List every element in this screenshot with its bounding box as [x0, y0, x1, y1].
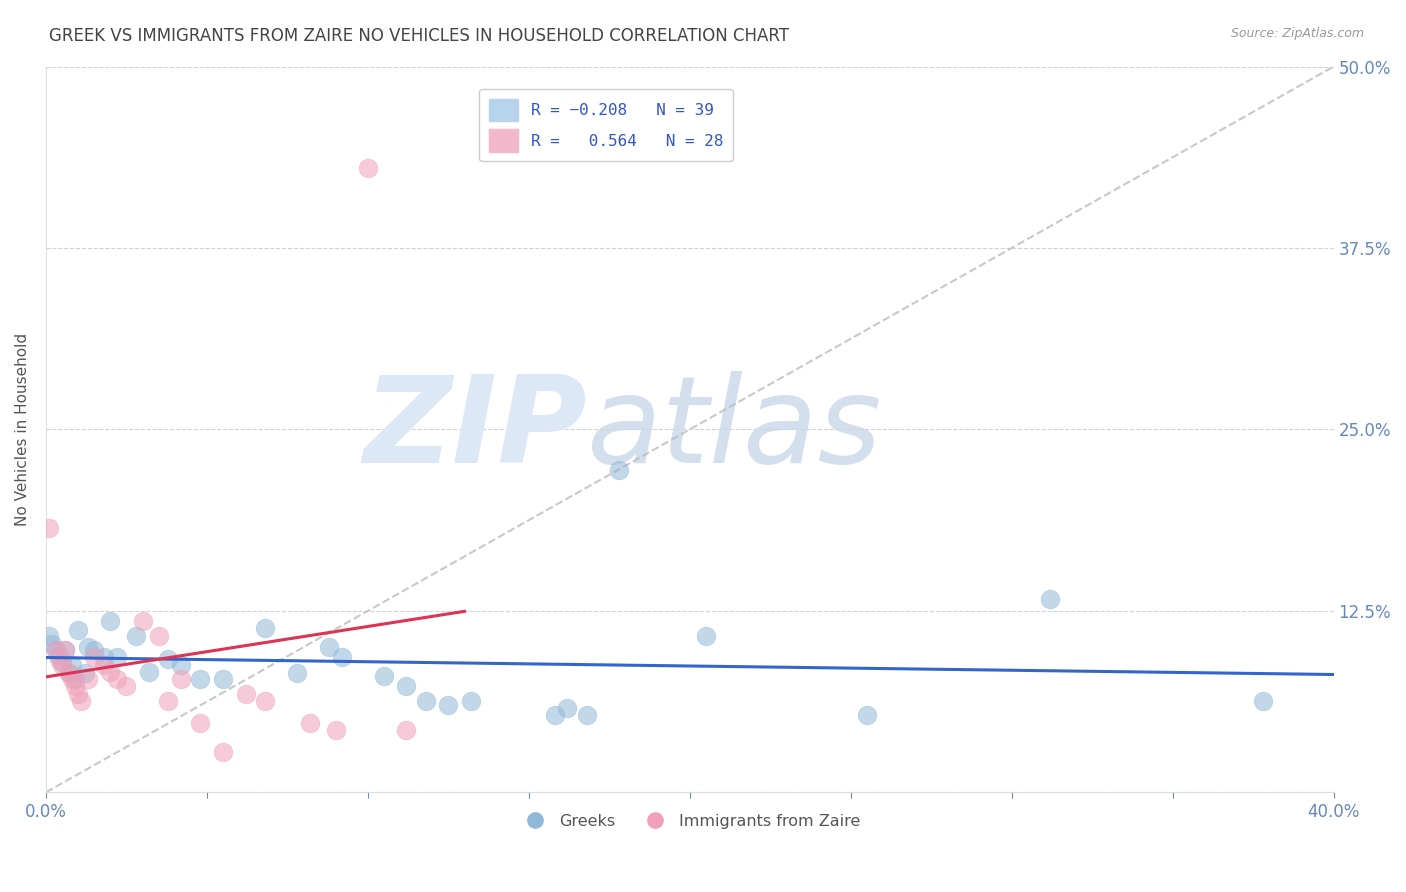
- Point: [63, 672, 86, 686]
- Point: [1039, 592, 1062, 607]
- Point: [235, 687, 257, 701]
- Point: [148, 629, 170, 643]
- Point: [76, 640, 98, 655]
- Point: [170, 672, 193, 686]
- Point: [105, 650, 128, 665]
- Point: [93, 650, 115, 665]
- Point: [83, 650, 105, 665]
- Point: [115, 679, 138, 693]
- Point: [157, 652, 180, 666]
- Point: [395, 679, 418, 693]
- Point: [48, 648, 70, 663]
- Point: [70, 694, 93, 708]
- Point: [557, 701, 579, 715]
- Point: [575, 708, 598, 723]
- Text: ZIP: ZIP: [363, 371, 586, 488]
- Point: [373, 669, 395, 683]
- Point: [212, 745, 235, 759]
- Point: [51, 657, 73, 672]
- Point: [73, 666, 96, 681]
- Point: [41, 637, 63, 651]
- Point: [83, 643, 105, 657]
- Point: [170, 657, 193, 672]
- Point: [437, 698, 460, 713]
- Point: [285, 666, 308, 681]
- Point: [98, 665, 121, 679]
- Text: GREEK VS IMMIGRANTS FROM ZAIRE NO VEHICLES IN HOUSEHOLD CORRELATION CHART: GREEK VS IMMIGRANTS FROM ZAIRE NO VEHICL…: [49, 27, 789, 45]
- Point: [460, 694, 482, 708]
- Point: [125, 629, 148, 643]
- Point: [543, 708, 565, 723]
- Point: [212, 672, 235, 686]
- Legend: Greeks, Immigrants from Zaire: Greeks, Immigrants from Zaire: [513, 807, 866, 835]
- Point: [45, 643, 67, 657]
- Point: [67, 687, 90, 701]
- Point: [190, 715, 212, 730]
- Point: [53, 643, 76, 657]
- Text: Source: ZipAtlas.com: Source: ZipAtlas.com: [1230, 27, 1364, 40]
- Point: [93, 657, 115, 672]
- Point: [138, 665, 160, 679]
- Point: [45, 643, 67, 657]
- Point: [1251, 694, 1274, 708]
- Point: [325, 723, 347, 737]
- Point: [67, 623, 90, 637]
- Point: [318, 640, 340, 655]
- Point: [98, 614, 121, 628]
- Point: [330, 650, 353, 665]
- Point: [60, 672, 83, 686]
- Point: [357, 161, 380, 176]
- Point: [76, 672, 98, 686]
- Point: [157, 694, 180, 708]
- Point: [60, 657, 83, 672]
- Point: [51, 655, 73, 669]
- Point: [105, 672, 128, 686]
- Point: [855, 708, 877, 723]
- Point: [607, 463, 630, 477]
- Point: [38, 521, 60, 535]
- Point: [695, 629, 717, 643]
- Point: [415, 694, 437, 708]
- Point: [63, 679, 86, 693]
- Point: [395, 723, 418, 737]
- Text: atlas: atlas: [586, 371, 882, 488]
- Point: [38, 629, 60, 643]
- Point: [58, 666, 80, 681]
- Point: [53, 643, 76, 657]
- Point: [253, 621, 276, 635]
- Point: [131, 614, 153, 628]
- Point: [190, 672, 212, 686]
- Y-axis label: No Vehicles in Household: No Vehicles in Household: [15, 333, 30, 526]
- Point: [298, 715, 321, 730]
- Point: [253, 694, 276, 708]
- Point: [58, 666, 80, 681]
- Point: [48, 652, 70, 666]
